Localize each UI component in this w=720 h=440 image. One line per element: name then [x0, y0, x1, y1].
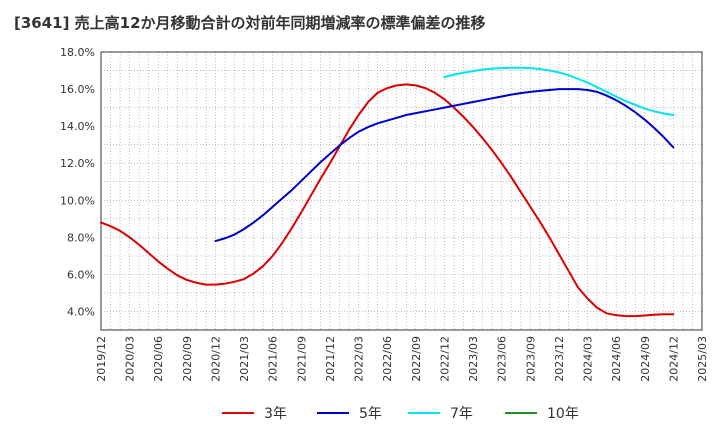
- series-line-7年: [443, 66, 675, 117]
- y-tick-label: 12.0%: [60, 157, 95, 170]
- series-line-3年: [100, 83, 675, 318]
- x-tick-label: 2022/12: [438, 336, 451, 382]
- x-tick-label: 2024/03: [582, 336, 595, 382]
- x-tick-label: 2020/06: [152, 336, 165, 382]
- x-tick-label: 2021/12: [324, 336, 337, 382]
- x-tick-label: 2022/06: [381, 336, 394, 382]
- x-tick-label: 2023/06: [496, 336, 509, 382]
- x-tick-label: 2024/09: [639, 336, 652, 382]
- x-tick-label: 2024/06: [610, 336, 623, 382]
- y-tick-label: 10.0%: [60, 194, 95, 207]
- x-tick-label: 2020/03: [124, 336, 137, 382]
- x-tick-label: 2020/12: [209, 336, 222, 382]
- x-tick-label: 2021/09: [295, 336, 308, 382]
- chart-title: [3641] 売上高12か月移動合計の対前年同期増減率の標準偏差の推移: [14, 14, 486, 32]
- plot-frame: [100, 51, 703, 331]
- legend-item: 5年: [317, 406, 382, 422]
- legend-item: 10年: [505, 406, 579, 422]
- legend-label: 3年: [264, 406, 287, 422]
- x-tick-label: 2023/12: [553, 336, 566, 382]
- series-line-5年: [214, 88, 675, 243]
- y-tick-label: 8.0%: [67, 231, 95, 244]
- y-tick-label: 16.0%: [60, 83, 95, 96]
- y-tick-label: 6.0%: [67, 268, 95, 281]
- x-tick-label: 2022/09: [410, 336, 423, 382]
- y-tick-label: 4.0%: [67, 305, 95, 318]
- legend-item: 3年: [222, 406, 287, 422]
- x-tick-label: 2019/12: [95, 336, 108, 382]
- x-tick-label: 2021/06: [267, 336, 280, 382]
- legend-label: 5年: [359, 406, 382, 422]
- y-tick-label: 18.0%: [60, 46, 95, 59]
- x-tick-label: 2023/03: [467, 336, 480, 382]
- legend-label: 7年: [450, 406, 473, 422]
- x-tick-label: 2021/03: [238, 336, 251, 382]
- x-tick-label: 2020/09: [181, 336, 194, 382]
- x-tick-label: 2023/09: [524, 336, 537, 382]
- x-tick-label: 2022/03: [353, 336, 366, 382]
- legend-label: 10年: [547, 406, 579, 422]
- x-tick-label: 2024/12: [667, 336, 680, 382]
- y-tick-label: 14.0%: [60, 120, 95, 133]
- x-tick-label: 2025/03: [696, 336, 709, 382]
- legend-item: 7年: [408, 406, 473, 422]
